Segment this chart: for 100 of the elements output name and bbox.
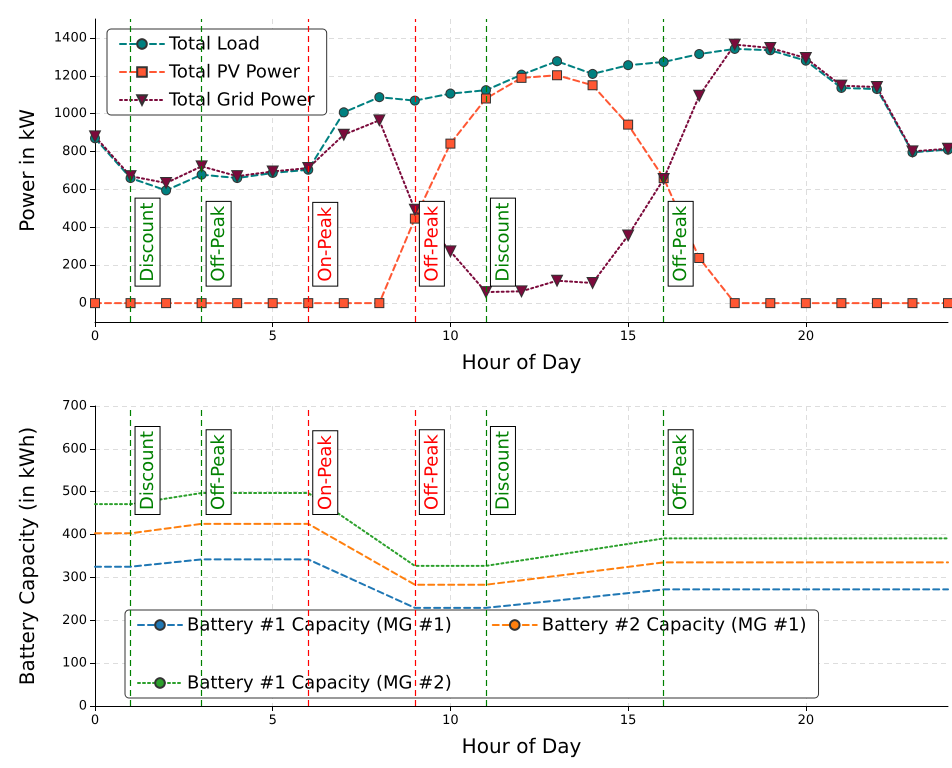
point [552, 56, 562, 66]
y-tick-label: 400 [62, 527, 87, 542]
point [694, 49, 704, 60]
ref-line-label: Discount [137, 430, 158, 510]
point [551, 274, 564, 287]
x-tick-label: 20 [798, 329, 814, 344]
y-axis-title: Battery Capacity (in kWh) [15, 426, 39, 686]
point [658, 56, 669, 67]
point [622, 229, 634, 242]
point [445, 88, 456, 99]
line-series [94, 522, 949, 586]
point [268, 298, 278, 308]
x-axis-title: Hour of Day [462, 350, 582, 374]
point [303, 298, 314, 308]
point [872, 298, 882, 308]
ref-line-label: On-Peak [314, 434, 336, 510]
legend-label: Total Grid Power [168, 90, 316, 110]
point [765, 298, 776, 308]
y-tick-label: 0 [78, 296, 87, 311]
y-tick-label: 1400 [54, 30, 87, 46]
y-tick-label: 1000 [54, 106, 87, 122]
ref-line-label: Discount [492, 202, 514, 282]
point [126, 298, 136, 308]
legend-label: Total Load [168, 34, 260, 54]
y-tick-label: 100 [62, 656, 87, 671]
point [89, 130, 101, 142]
y-tick-label: 800 [62, 144, 87, 160]
y-tick-label: 400 [62, 220, 87, 235]
point [445, 138, 456, 149]
point [516, 285, 528, 298]
point [373, 114, 386, 126]
x-tick-label: 0 [90, 713, 100, 728]
x-axis-title: Hour of Day [462, 734, 582, 758]
point [943, 298, 952, 308]
point [588, 68, 598, 79]
point [160, 177, 172, 189]
point [516, 72, 526, 83]
ref-line-label: Off-Peak [670, 434, 692, 510]
x-tick-label: 10 [442, 713, 459, 728]
point [410, 96, 420, 106]
point [728, 38, 741, 51]
point [374, 92, 384, 102]
point [161, 298, 172, 308]
point [730, 298, 740, 308]
point [90, 298, 100, 308]
point [907, 298, 918, 308]
x-tick-label: 15 [620, 713, 636, 728]
y-tick-label: 600 [62, 182, 87, 197]
legend-label: Battery #1 Capacity (MG #1) [187, 614, 452, 636]
point [800, 52, 812, 64]
point [374, 298, 384, 308]
y-tick-label: 300 [62, 570, 87, 585]
legend-label: Battery #1 Capacity (MG #2) [187, 672, 452, 694]
x-tick-label: 10 [442, 329, 459, 344]
point [623, 120, 634, 130]
point [338, 298, 349, 308]
point [694, 252, 704, 263]
point [693, 90, 706, 102]
x-tick-label: 20 [798, 713, 814, 728]
point [836, 298, 846, 308]
point [196, 298, 207, 308]
x-tick-label: 0 [90, 329, 100, 344]
point [586, 276, 599, 289]
point [800, 298, 811, 308]
legend-label: Total PV Power [168, 62, 301, 82]
ref-line-label: Discount [137, 202, 158, 282]
ref-line-label: Off-Peak [208, 434, 230, 510]
point [302, 162, 314, 174]
y-tick-label: 700 [62, 398, 87, 414]
ref-line-label: Off-Peak [670, 205, 692, 282]
y-tick-label: 600 [62, 441, 87, 456]
legend-label: Battery #2 Capacity (MG #1) [542, 614, 807, 636]
ref-line-label: Off-Peak [208, 205, 230, 282]
ref-line-label: Off-Peak [421, 434, 442, 510]
point [232, 298, 242, 308]
point [588, 80, 598, 90]
ref-line-label: On-Peak [314, 206, 336, 282]
ref-line-label: Off-Peak [421, 205, 442, 282]
y-tick-label: 200 [62, 258, 87, 273]
y-tick-label: 500 [62, 484, 87, 500]
point [623, 60, 634, 70]
point [835, 80, 848, 92]
y-tick-label: 1200 [54, 68, 87, 84]
y-tick-label: 0 [78, 698, 87, 714]
point [338, 107, 349, 118]
x-tick-label: 5 [268, 329, 277, 344]
line-series [94, 558, 949, 609]
y-axis-title: Power in kW [15, 108, 39, 232]
x-tick-label: 5 [268, 713, 277, 728]
point [552, 70, 562, 80]
point [480, 94, 491, 104]
point [870, 80, 883, 93]
ref-line-label: Discount [492, 430, 514, 510]
point [444, 245, 456, 258]
point [480, 286, 492, 298]
point [338, 128, 350, 141]
point [764, 42, 776, 54]
x-tick-label: 15 [620, 329, 636, 344]
point [266, 165, 279, 178]
point [231, 170, 244, 182]
